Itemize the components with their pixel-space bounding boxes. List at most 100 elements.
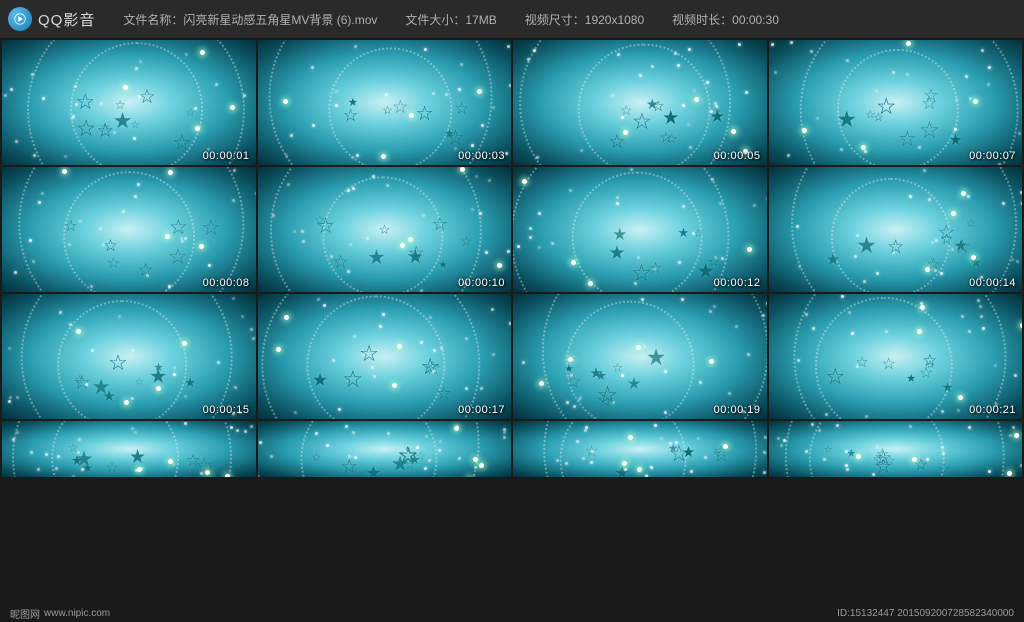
meta-duration: 视频时长：00:00:30 xyxy=(672,11,779,28)
thumbnail-timestamp: 00:00:14 xyxy=(969,277,1016,289)
particle-dot xyxy=(294,411,297,414)
particle-dot xyxy=(181,240,184,243)
particle-dot xyxy=(864,150,867,153)
particle-dot xyxy=(184,237,187,240)
watermark: 昵图网 www.nipic.com xyxy=(10,606,110,621)
particle-dot xyxy=(312,124,315,127)
particle-dot xyxy=(137,183,140,186)
particle-dot xyxy=(639,74,642,77)
star-icon: ★ xyxy=(954,236,969,256)
thumbnail-timestamp: 00:00:17 xyxy=(458,404,505,416)
particle-dot xyxy=(630,168,633,171)
particle-dot xyxy=(349,243,352,246)
star-icon: ☆ xyxy=(99,120,110,134)
star-icon: ★ xyxy=(438,259,447,271)
thumbnail[interactable]: ★☆★☆★☆☆ xyxy=(513,421,767,477)
glow-dot xyxy=(497,263,502,268)
thumbnail[interactable]: ☆☆★☆☆★☆☆00:00:03 xyxy=(258,40,512,165)
star-icon: ☆ xyxy=(938,461,951,477)
particle-dot xyxy=(131,397,134,400)
particle-dot xyxy=(290,134,293,137)
thumbnail[interactable]: ★☆☆★☆☆☆☆☆★00:00:10 xyxy=(258,167,512,292)
particle-dot xyxy=(624,468,627,471)
thumbnail[interactable]: ★☆☆☆★☆★☆★★ xyxy=(2,421,256,477)
glow-dot xyxy=(76,329,81,334)
particle-dot xyxy=(488,179,491,182)
glow-dot xyxy=(1014,433,1019,438)
glow-dot xyxy=(397,344,402,349)
star-icon: ★ xyxy=(856,232,876,259)
star-icon: ☆ xyxy=(454,99,469,119)
particle-dot xyxy=(764,436,767,439)
particle-dot xyxy=(371,366,374,369)
particle-dot xyxy=(233,169,236,172)
thumbnail[interactable]: ☆☆☆☆★☆☆☆☆ xyxy=(769,421,1023,477)
particle-dot xyxy=(244,430,247,433)
thumbnail-grid: ★☆☆☆☆☆☆☆☆☆00:00:01☆☆★☆☆★☆☆00:00:03☆☆★☆☆☆… xyxy=(0,38,1024,604)
particle-dot xyxy=(134,431,137,434)
star-icon: ★ xyxy=(595,368,607,384)
star-icon: ☆ xyxy=(131,120,140,131)
app-logo-icon xyxy=(8,7,32,31)
thumbnail[interactable]: ★☆☆★☆☆★☆☆★00:00:14 xyxy=(769,167,1023,292)
particle-dot xyxy=(906,73,909,76)
star-icon: ★ xyxy=(682,443,696,461)
particle-dot xyxy=(372,175,375,178)
thumbnail[interactable]: ☆★☆☆★★☆☆☆ xyxy=(258,421,512,477)
thumbnail-content: ☆☆★★☆★☆★ xyxy=(513,167,767,292)
glow-dot xyxy=(408,237,413,242)
thumbnail[interactable]: ☆☆★☆★☆★★★00:00:19 xyxy=(513,294,767,419)
particle-dot xyxy=(805,313,808,316)
particle-dot xyxy=(766,302,767,305)
star-icon: ☆ xyxy=(172,130,192,156)
particle-dot xyxy=(909,425,912,428)
thumbnail-content: ☆☆☆☆☆☆★ xyxy=(258,294,512,419)
particle-dot xyxy=(250,328,253,331)
particle-dot xyxy=(9,396,12,399)
thumbnail[interactable]: ★☆☆☆☆☆☆☆☆☆00:00:01 xyxy=(2,40,256,165)
thumbnail[interactable]: ☆☆☆☆☆☆★00:00:17 xyxy=(258,294,512,419)
thumbnail[interactable]: ☆☆☆☆★☆★☆00:00:21 xyxy=(769,294,1023,419)
glow-dot xyxy=(284,315,289,320)
thumbnail[interactable]: ☆☆☆☆☆☆☆00:00:08 xyxy=(2,167,256,292)
star-icon: ★ xyxy=(113,108,133,134)
particle-dot xyxy=(1018,132,1021,135)
particle-dot xyxy=(78,438,81,441)
star-icon: ☆ xyxy=(881,354,895,374)
thumbnail[interactable]: ☆☆★☆☆☆☆★☆★00:00:05 xyxy=(513,40,767,165)
thumbnail-content: ☆☆☆☆★☆★☆ xyxy=(769,294,1023,419)
particle-dot xyxy=(961,315,964,318)
particle-dot xyxy=(428,459,431,462)
particle-dot xyxy=(81,468,84,471)
thumbnail[interactable]: ☆☆★★☆★☆★00:00:12 xyxy=(513,167,767,292)
thumbnail-timestamp: 00:00:08 xyxy=(203,277,250,289)
thumbnail-content: ☆★☆☆★★☆☆☆ xyxy=(258,421,512,477)
particle-dot xyxy=(215,83,218,86)
particle-dot xyxy=(790,41,793,44)
star-icon: ★ xyxy=(949,131,963,150)
particle-dot xyxy=(845,464,848,467)
thumbnail[interactable]: ☆★☆★☆★★☆★00:00:15 xyxy=(2,294,256,419)
meta-dimensions-value: 1920x1080 xyxy=(585,13,644,27)
thumbnail-timestamp: 00:00:21 xyxy=(969,404,1016,416)
particle-dot xyxy=(522,361,525,364)
particle-dot xyxy=(875,90,878,93)
thumbnail-content: ★☆★☆★☆☆ xyxy=(513,421,767,477)
particle-dot xyxy=(810,50,813,53)
particle-dot xyxy=(951,248,954,251)
particle-dot xyxy=(1002,202,1005,205)
particle-dot xyxy=(926,458,929,461)
particle-dot xyxy=(243,94,246,97)
particle-dot xyxy=(29,239,32,242)
particle-dot xyxy=(1009,434,1012,437)
star-icon: ☆ xyxy=(432,214,448,235)
star-icon: ★ xyxy=(312,369,329,391)
dotted-circle xyxy=(793,294,1006,419)
thumbnail[interactable]: ☆★☆☆☆★☆☆☆00:00:07 xyxy=(769,40,1023,165)
glow-dot xyxy=(747,247,752,252)
star-icon: ☆ xyxy=(314,212,325,227)
star-icon: ★ xyxy=(129,446,146,469)
thumbnail-content: ★☆☆★☆☆☆☆☆★ xyxy=(258,167,512,292)
thumbnail-timestamp: 00:00:19 xyxy=(714,404,761,416)
particle-dot xyxy=(957,409,960,412)
